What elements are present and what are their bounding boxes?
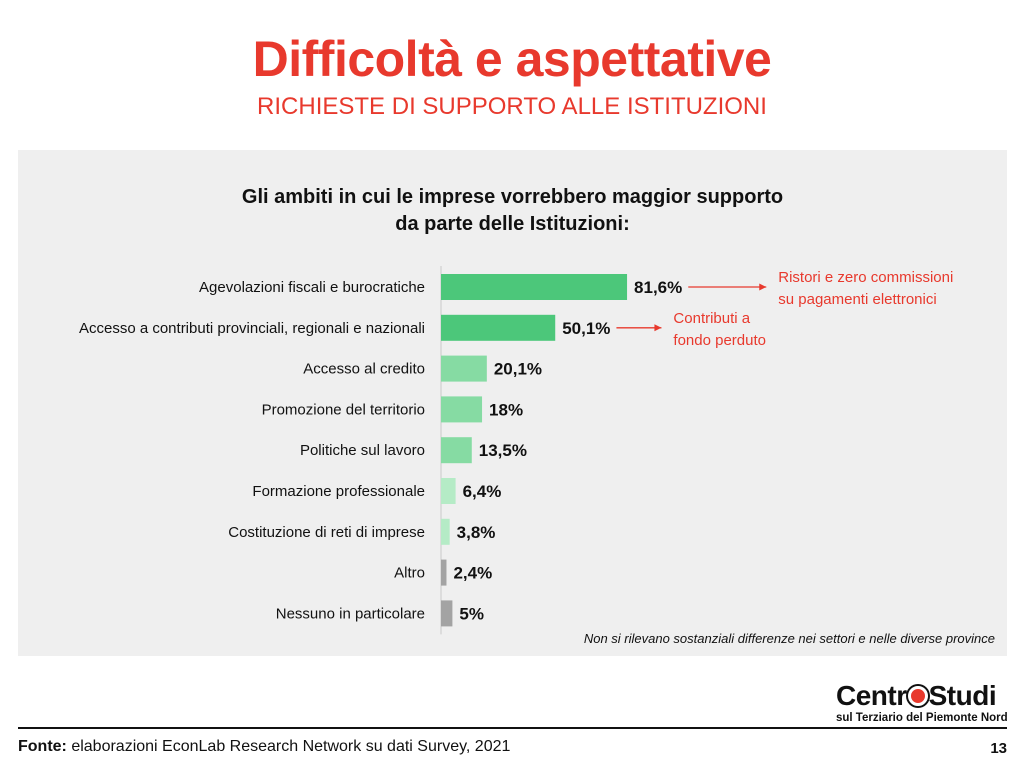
bar [441, 518, 450, 545]
chart-title-line1: Gli ambiti in cui le imprese vorrebbero … [241, 186, 784, 208]
bar-chart: Agevolazioni fiscali e burocratiche 81,6%… [79, 266, 953, 635]
bar [441, 600, 453, 627]
chart-note: Non si rilevano sostanziali differenze n… [583, 631, 995, 646]
chart-panel: Gli ambiti in cui le imprese vorrebbero … [18, 150, 1007, 656]
category-label: Altro [394, 565, 425, 582]
page-title: Difficoltà e aspettative [252, 31, 772, 87]
page-subtitle: RICHIESTE DI SUPPORTO ALLE ISTITUZIONI [257, 93, 767, 120]
bar [441, 355, 487, 382]
logo-subtitle: sul Terziario del Piemonte Nord [836, 712, 1008, 724]
data-label: 81,6% [634, 278, 682, 297]
annotation-text: Ristori e zero commissioni [778, 269, 953, 286]
category-label: Politiche sul lavoro [300, 442, 425, 459]
category-label: Agevolazioni fiscali e burocratiche [199, 279, 425, 296]
data-label: 6,4% [463, 482, 502, 501]
annotation-text: su pagamenti elettronici [778, 291, 936, 308]
logo-target-icon [907, 686, 928, 706]
category-label: Accesso al credito [303, 361, 425, 378]
bar [441, 437, 472, 464]
annotation-text: Contributi a [673, 310, 750, 327]
source-label: Fonte: [18, 738, 67, 755]
data-label: 2,4% [453, 564, 492, 583]
annotation-arrowhead [654, 324, 662, 332]
category-label: Accesso a contributi provinciali, region… [79, 320, 425, 337]
logo-text-left: Centr [836, 680, 907, 711]
bar [441, 274, 628, 300]
logo-text-right: Studi [928, 680, 997, 711]
data-label: 20,1% [494, 360, 542, 379]
annotation-arrowhead [759, 283, 767, 291]
data-label: 50,1% [562, 319, 610, 338]
bar [441, 478, 456, 504]
chart-title: Gli ambiti in cui le imprese vorrebbero … [18, 184, 1007, 238]
data-label: 5% [459, 604, 484, 623]
data-label: 18% [489, 400, 523, 419]
bar [441, 396, 483, 423]
data-label: 13,5% [479, 441, 527, 460]
footer-divider [18, 727, 1007, 729]
category-label: Costituzione di reti di imprese [228, 524, 425, 541]
category-label: Promozione del territorio [262, 401, 425, 418]
chart-title-line2: da parte delle Istituzioni: [395, 213, 630, 235]
annotation-text: fondo perduto [673, 332, 766, 349]
data-label: 3,8% [457, 523, 496, 542]
page-number: 13 [990, 740, 1007, 757]
bar [441, 314, 556, 341]
bar [441, 559, 447, 586]
source-text: elaborazioni EconLab Research Network su… [66, 738, 511, 755]
centrostudi-logo: Centr Studi sul Terziario del Piemonte No… [836, 680, 1008, 725]
footer-source: Fonte: elaborazioni EconLab Research Net… [18, 738, 510, 756]
category-label: Formazione professionale [252, 483, 425, 500]
category-label: Nessuno in particolare [276, 605, 425, 622]
